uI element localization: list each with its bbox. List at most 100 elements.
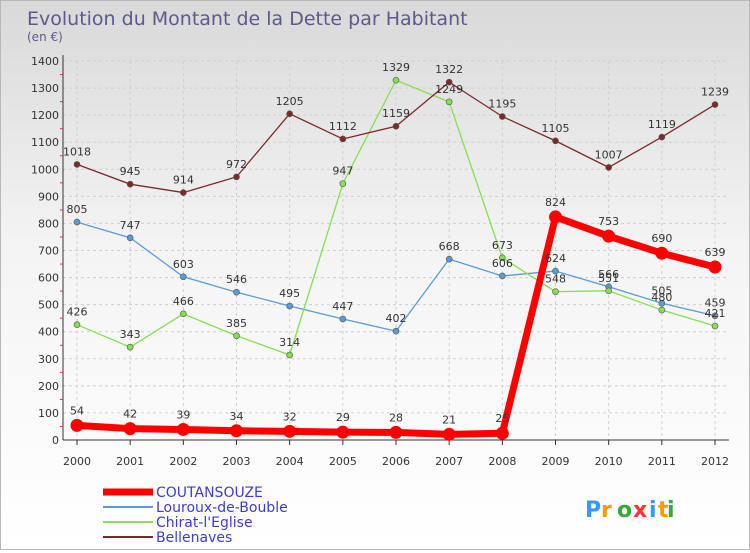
data-point <box>73 218 81 226</box>
data-label: 805 <box>67 203 88 216</box>
data-point <box>286 351 293 359</box>
logo-letter: t <box>658 498 669 523</box>
data-label: 673 <box>492 239 513 252</box>
data-label: 548 <box>545 273 566 286</box>
y-tick-label: 900 <box>38 190 59 203</box>
chart-subtitle: (en €) <box>27 30 63 44</box>
data-label: 1119 <box>648 118 676 131</box>
data-label: 914 <box>173 174 194 187</box>
data-point <box>73 321 81 328</box>
data-point <box>602 229 616 243</box>
x-tick-label: 2002 <box>169 455 197 468</box>
data-point <box>499 113 506 120</box>
x-tick-label: 2003 <box>223 455 251 468</box>
data-point <box>605 287 612 295</box>
x-tick-label: 2010 <box>595 455 623 468</box>
data-point <box>499 254 506 262</box>
data-point <box>126 343 134 351</box>
x-tick-label: 2004 <box>276 455 304 468</box>
data-label: 639 <box>705 246 726 259</box>
data-point <box>126 180 134 188</box>
data-point <box>392 327 400 335</box>
x-tick-label: 2006 <box>382 455 410 468</box>
y-tick-label: 600 <box>38 272 59 285</box>
data-point <box>658 133 666 141</box>
data-label: 39 <box>176 408 190 421</box>
logo-letter: i <box>667 498 675 523</box>
data-label: 32 <box>283 410 297 423</box>
legend-label: Chirat-l'Eglise <box>156 515 253 531</box>
data-label: 945 <box>120 165 141 178</box>
data-point <box>658 299 666 307</box>
data-point <box>126 234 134 242</box>
data-point <box>442 427 456 441</box>
y-tick-label: 1300 <box>31 82 59 95</box>
data-label: 1249 <box>435 83 463 96</box>
data-point <box>392 76 400 84</box>
data-label: 1007 <box>595 148 623 161</box>
data-label: 421 <box>705 307 726 320</box>
data-label: 566 <box>598 268 619 281</box>
data-point <box>336 425 350 439</box>
data-point <box>445 78 453 86</box>
data-label: 972 <box>226 158 247 171</box>
data-point <box>339 180 347 187</box>
x-tick-label: 2007 <box>435 455 463 468</box>
data-label: 21 <box>442 413 456 426</box>
data-label: 459 <box>705 297 726 310</box>
logo-letter: x <box>633 498 647 523</box>
logo-letter: P <box>585 498 601 523</box>
data-point <box>658 306 666 314</box>
data-label: 480 <box>651 291 672 304</box>
data-label: 426 <box>67 306 88 319</box>
x-tick-label: 2011 <box>648 455 676 468</box>
data-label: 624 <box>545 252 566 265</box>
data-point <box>233 332 240 340</box>
data-point <box>445 98 453 106</box>
data-point <box>339 315 347 323</box>
data-point <box>711 101 719 108</box>
data-label: 402 <box>386 312 407 325</box>
logo-letter: r <box>601 498 612 523</box>
logo-letter: i <box>649 498 657 523</box>
data-point <box>286 110 293 118</box>
data-point <box>180 273 187 281</box>
data-label: 25 <box>495 412 509 425</box>
y-tick-label: 700 <box>38 245 59 258</box>
y-tick-label: 1000 <box>31 163 59 176</box>
data-label: 603 <box>173 258 194 271</box>
x-tick-label: 2009 <box>542 455 570 468</box>
y-tick-label: 500 <box>38 299 59 312</box>
data-point <box>552 288 559 295</box>
y-tick-label: 800 <box>38 217 59 230</box>
axes: 0 100 200 300 400 500 600 700 800 900 1000 1100 1200… <box>31 55 729 468</box>
data-point <box>711 322 719 330</box>
data-point <box>233 288 240 296</box>
legend-label: Bellenaves <box>156 530 232 546</box>
data-point <box>123 422 137 436</box>
data-point <box>73 161 81 168</box>
data-label: 385 <box>226 317 247 330</box>
chart-title: Evolution du Montant de la Dette par Hab… <box>27 8 468 30</box>
data-point <box>339 135 347 143</box>
data-point <box>233 173 240 181</box>
series-layer <box>70 76 722 441</box>
y-tick-label: 100 <box>38 407 59 420</box>
data-point <box>549 210 562 224</box>
data-point <box>711 312 719 320</box>
data-label: 505 <box>651 284 672 297</box>
data-label: 54 <box>70 404 84 417</box>
x-tick-label: 2001 <box>116 455 144 468</box>
data-label: 34 <box>230 410 244 423</box>
legend-label: COUTANSOUZE <box>156 485 263 501</box>
y-tick-label: 0 <box>52 434 59 447</box>
data-label: 1159 <box>382 107 410 120</box>
data-label: 1112 <box>329 120 357 133</box>
data-label: 1329 <box>382 61 410 74</box>
data-point <box>176 422 190 436</box>
data-label: 551 <box>598 272 619 285</box>
